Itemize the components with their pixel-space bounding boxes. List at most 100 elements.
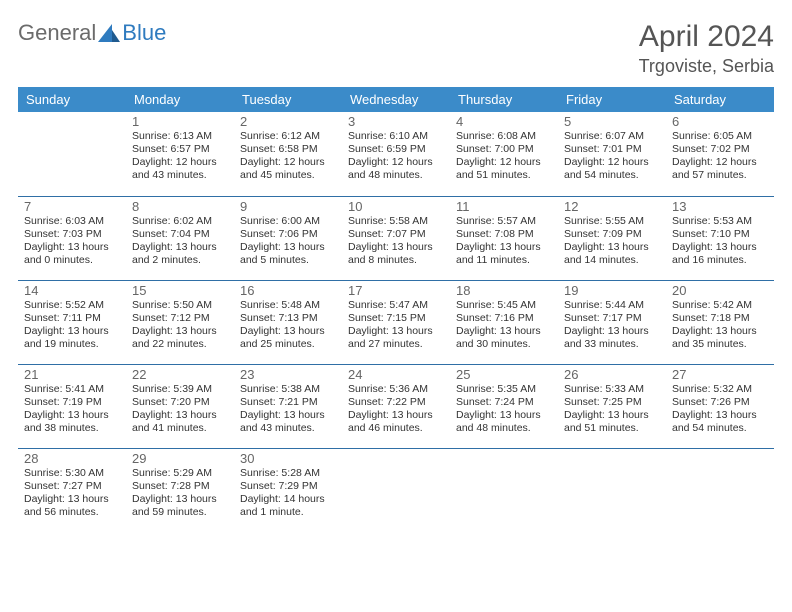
daylight-text: and 45 minutes. <box>240 169 336 182</box>
calendar-day-cell: 21Sunrise: 5:41 AMSunset: 7:19 PMDayligh… <box>18 364 126 448</box>
sunset-text: Sunset: 7:03 PM <box>24 228 120 241</box>
day-number: 6 <box>672 114 768 129</box>
daylight-text: Daylight: 13 hours <box>348 241 444 254</box>
sunset-text: Sunset: 7:29 PM <box>240 480 336 493</box>
weekday-header: Wednesday <box>342 87 450 112</box>
sunset-text: Sunset: 7:27 PM <box>24 480 120 493</box>
daylight-text: and 51 minutes. <box>456 169 552 182</box>
daylight-text: and 51 minutes. <box>564 422 660 435</box>
calendar-day-cell: 3Sunrise: 6:10 AMSunset: 6:59 PMDaylight… <box>342 112 450 196</box>
sunset-text: Sunset: 7:07 PM <box>348 228 444 241</box>
day-number: 1 <box>132 114 228 129</box>
calendar-body: 1Sunrise: 6:13 AMSunset: 6:57 PMDaylight… <box>18 112 774 532</box>
day-number: 21 <box>24 367 120 382</box>
sunrise-text: Sunrise: 6:02 AM <box>132 215 228 228</box>
day-number: 27 <box>672 367 768 382</box>
daylight-text: and 59 minutes. <box>132 506 228 519</box>
calendar-day-cell: 23Sunrise: 5:38 AMSunset: 7:21 PMDayligh… <box>234 364 342 448</box>
day-number: 11 <box>456 199 552 214</box>
calendar-week-row: 21Sunrise: 5:41 AMSunset: 7:19 PMDayligh… <box>18 364 774 448</box>
sunset-text: Sunset: 7:11 PM <box>24 312 120 325</box>
day-number: 18 <box>456 283 552 298</box>
calendar-empty-cell <box>450 448 558 532</box>
daylight-text: and 1 minute. <box>240 506 336 519</box>
sunset-text: Sunset: 7:09 PM <box>564 228 660 241</box>
day-number: 4 <box>456 114 552 129</box>
calendar-week-row: 1Sunrise: 6:13 AMSunset: 6:57 PMDaylight… <box>18 112 774 196</box>
sunrise-text: Sunrise: 6:07 AM <box>564 130 660 143</box>
daylight-text: Daylight: 13 hours <box>24 493 120 506</box>
sunrise-text: Sunrise: 6:12 AM <box>240 130 336 143</box>
sunset-text: Sunset: 7:26 PM <box>672 396 768 409</box>
sunset-text: Sunset: 7:10 PM <box>672 228 768 241</box>
calendar-empty-cell <box>666 448 774 532</box>
sunrise-text: Sunrise: 5:58 AM <box>348 215 444 228</box>
sunset-text: Sunset: 7:21 PM <box>240 396 336 409</box>
calendar-empty-cell <box>18 112 126 196</box>
calendar-day-cell: 28Sunrise: 5:30 AMSunset: 7:27 PMDayligh… <box>18 448 126 532</box>
day-number: 15 <box>132 283 228 298</box>
sunrise-text: Sunrise: 5:38 AM <box>240 383 336 396</box>
sunrise-text: Sunrise: 6:03 AM <box>24 215 120 228</box>
day-number: 20 <box>672 283 768 298</box>
sunrise-text: Sunrise: 5:44 AM <box>564 299 660 312</box>
sunrise-text: Sunrise: 5:41 AM <box>24 383 120 396</box>
sunset-text: Sunset: 7:22 PM <box>348 396 444 409</box>
sunrise-text: Sunrise: 5:47 AM <box>348 299 444 312</box>
day-number: 17 <box>348 283 444 298</box>
month-title: April 2024 <box>639 20 774 54</box>
daylight-text: and 38 minutes. <box>24 422 120 435</box>
daylight-text: and 33 minutes. <box>564 338 660 351</box>
sunrise-text: Sunrise: 5:50 AM <box>132 299 228 312</box>
sunset-text: Sunset: 7:13 PM <box>240 312 336 325</box>
weekday-header: Monday <box>126 87 234 112</box>
calendar-week-row: 28Sunrise: 5:30 AMSunset: 7:27 PMDayligh… <box>18 448 774 532</box>
sunrise-text: Sunrise: 6:13 AM <box>132 130 228 143</box>
daylight-text: Daylight: 14 hours <box>240 493 336 506</box>
calendar-day-cell: 6Sunrise: 6:05 AMSunset: 7:02 PMDaylight… <box>666 112 774 196</box>
sunset-text: Sunset: 7:28 PM <box>132 480 228 493</box>
calendar-table: SundayMondayTuesdayWednesdayThursdayFrid… <box>18 87 774 532</box>
sunrise-text: Sunrise: 5:36 AM <box>348 383 444 396</box>
daylight-text: Daylight: 13 hours <box>456 325 552 338</box>
daylight-text: and 5 minutes. <box>240 254 336 267</box>
calendar-day-cell: 13Sunrise: 5:53 AMSunset: 7:10 PMDayligh… <box>666 196 774 280</box>
day-number: 25 <box>456 367 552 382</box>
daylight-text: and 8 minutes. <box>348 254 444 267</box>
day-number: 28 <box>24 451 120 466</box>
calendar-day-cell: 20Sunrise: 5:42 AMSunset: 7:18 PMDayligh… <box>666 280 774 364</box>
sunrise-text: Sunrise: 5:30 AM <box>24 467 120 480</box>
sunset-text: Sunset: 7:24 PM <box>456 396 552 409</box>
sunset-text: Sunset: 6:58 PM <box>240 143 336 156</box>
daylight-text: and 35 minutes. <box>672 338 768 351</box>
daylight-text: and 54 minutes. <box>672 422 768 435</box>
daylight-text: Daylight: 12 hours <box>456 156 552 169</box>
daylight-text: Daylight: 13 hours <box>240 241 336 254</box>
logo-text-2: Blue <box>122 20 166 46</box>
sunset-text: Sunset: 7:17 PM <box>564 312 660 325</box>
daylight-text: Daylight: 13 hours <box>672 409 768 422</box>
sunrise-text: Sunrise: 5:48 AM <box>240 299 336 312</box>
calendar-day-cell: 8Sunrise: 6:02 AMSunset: 7:04 PMDaylight… <box>126 196 234 280</box>
sunrise-text: Sunrise: 5:39 AM <box>132 383 228 396</box>
sunrise-text: Sunrise: 5:42 AM <box>672 299 768 312</box>
daylight-text: Daylight: 13 hours <box>564 409 660 422</box>
daylight-text: and 48 minutes. <box>456 422 552 435</box>
daylight-text: Daylight: 13 hours <box>132 493 228 506</box>
sunset-text: Sunset: 7:16 PM <box>456 312 552 325</box>
sunrise-text: Sunrise: 5:52 AM <box>24 299 120 312</box>
daylight-text: and 14 minutes. <box>564 254 660 267</box>
calendar-day-cell: 26Sunrise: 5:33 AMSunset: 7:25 PMDayligh… <box>558 364 666 448</box>
calendar-day-cell: 9Sunrise: 6:00 AMSunset: 7:06 PMDaylight… <box>234 196 342 280</box>
day-number: 29 <box>132 451 228 466</box>
calendar-empty-cell <box>342 448 450 532</box>
daylight-text: and 30 minutes. <box>456 338 552 351</box>
calendar-day-cell: 25Sunrise: 5:35 AMSunset: 7:24 PMDayligh… <box>450 364 558 448</box>
daylight-text: Daylight: 13 hours <box>564 325 660 338</box>
calendar-day-cell: 30Sunrise: 5:28 AMSunset: 7:29 PMDayligh… <box>234 448 342 532</box>
calendar-week-row: 7Sunrise: 6:03 AMSunset: 7:03 PMDaylight… <box>18 196 774 280</box>
daylight-text: Daylight: 13 hours <box>456 241 552 254</box>
daylight-text: and 41 minutes. <box>132 422 228 435</box>
sunset-text: Sunset: 7:06 PM <box>240 228 336 241</box>
daylight-text: and 11 minutes. <box>456 254 552 267</box>
